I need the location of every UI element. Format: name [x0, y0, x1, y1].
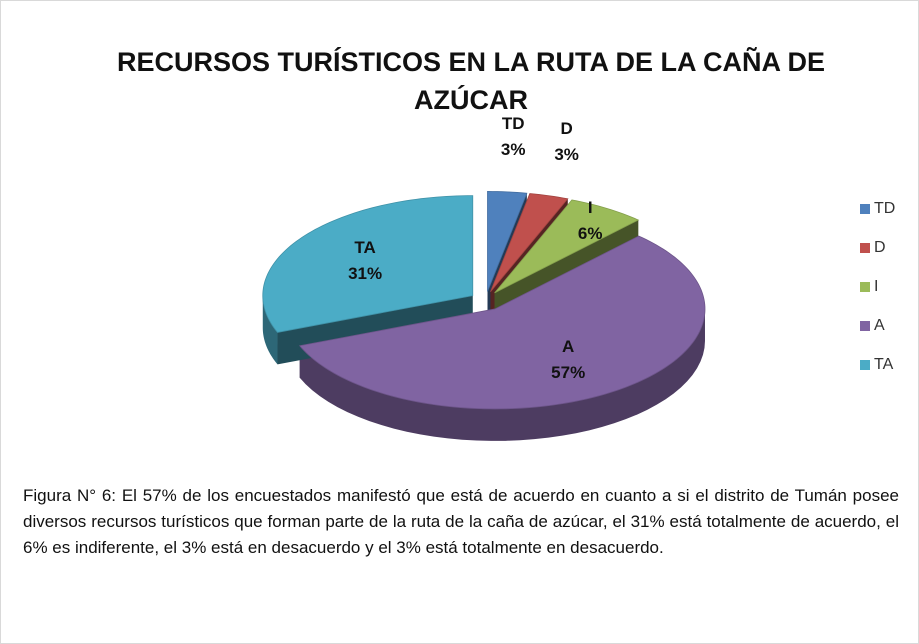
data-label-category: I — [588, 199, 593, 218]
pie-slice — [298, 235, 706, 410]
data-label: D 3% — [554, 119, 579, 164]
legend-label: TA — [874, 356, 894, 373]
data-label-category: TA — [354, 238, 375, 257]
legend-label: A — [874, 317, 885, 334]
legend-label: I — [874, 278, 878, 295]
slice-wall — [299, 308, 705, 441]
legend-swatch — [860, 243, 870, 253]
pie-slice — [262, 195, 474, 333]
data-label-value: 6% — [578, 225, 603, 244]
data-label-value: 31% — [348, 264, 382, 283]
data-label: TD 3% — [501, 115, 526, 160]
pie-slice — [490, 193, 569, 293]
legend-label: TD — [874, 200, 895, 217]
slice-wall — [262, 295, 278, 365]
pie-tops — [262, 191, 706, 410]
pie-slice — [487, 191, 528, 292]
pie-slice — [494, 199, 640, 294]
data-label-category: D — [560, 119, 572, 138]
data-label: I 6% — [578, 199, 603, 244]
caption: Figura N° 6: El 57% de los encuestados m… — [23, 486, 899, 557]
data-label-value: 3% — [501, 141, 526, 160]
legend-swatch — [860, 321, 870, 331]
data-label: A 57% — [551, 338, 585, 383]
chart-title: RECURSOS TURÍSTICOS EN LA RUTA DE LA CAÑ… — [116, 47, 825, 115]
data-label: TA 31% — [348, 238, 382, 283]
data-label-category: TD — [502, 115, 525, 134]
legend-swatch — [860, 282, 870, 292]
legend-label: D — [874, 239, 886, 256]
data-label-value: 3% — [554, 145, 579, 164]
data-label-category: A — [562, 338, 574, 357]
legend-swatch — [860, 204, 870, 214]
legend-swatch — [860, 360, 870, 370]
data-label-value: 57% — [551, 364, 585, 383]
